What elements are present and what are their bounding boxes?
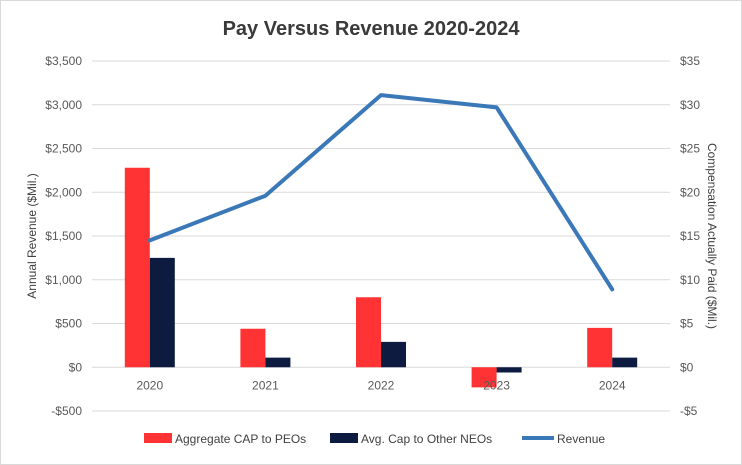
legend-revenue-label: Revenue xyxy=(557,432,605,446)
category-label-2020: 2020 xyxy=(136,378,163,392)
left-tick-label: $1,500 xyxy=(45,229,82,243)
left-axis-label: Annual Revenue ($Mil.) xyxy=(25,173,39,298)
right-tick-label: $25 xyxy=(680,142,700,156)
left-tick-label: $3,500 xyxy=(45,54,82,68)
neo-cap-bar-2022 xyxy=(381,341,406,368)
right-tick-label: $10 xyxy=(680,273,700,287)
legend-neo-cap-label: Avg. Cap to Other NEOs xyxy=(361,432,492,446)
revenue-line xyxy=(147,93,615,292)
right-tick-label: $0 xyxy=(680,360,694,374)
right-axis-label: Compensation Actually Paid ($Mil.) xyxy=(705,143,719,329)
peo-cap-bar-2020 xyxy=(124,167,150,368)
right-tick-label: $35 xyxy=(680,54,700,68)
neo-cap-bar-2023 xyxy=(496,367,522,373)
right-tick-label: $20 xyxy=(680,185,700,199)
chart-title: Pay Versus Revenue 2020-2024 xyxy=(223,18,521,40)
right-tick-label: $5 xyxy=(680,317,694,331)
peo-cap-bar-2021 xyxy=(240,328,266,368)
left-tick-label: $2,500 xyxy=(45,142,82,156)
category-label-2022: 2022 xyxy=(368,378,395,392)
left-tick-label: $0 xyxy=(69,360,83,374)
peo-cap-bar-2023 xyxy=(471,367,497,388)
neo-cap-bar-2020 xyxy=(149,257,175,368)
left-tick-label: $2,000 xyxy=(45,185,82,199)
category-label-2023: 2023 xyxy=(483,378,510,392)
right-tick-label: $15 xyxy=(680,229,700,243)
neo-cap-bar-2024 xyxy=(612,357,638,368)
right-tick-label: -$5 xyxy=(680,404,698,418)
left-tick-label: $500 xyxy=(55,317,82,331)
category-label-2021: 2021 xyxy=(252,378,279,392)
legend-neo-cap-swatch xyxy=(330,433,358,443)
neo-cap-bar-2021 xyxy=(265,357,291,368)
left-tick-label: $3,000 xyxy=(45,98,82,112)
right-tick-label: $30 xyxy=(680,98,700,112)
legend-peo-cap-swatch xyxy=(144,433,172,443)
legend-peo-cap-label: Aggregate CAP to PEOs xyxy=(175,432,306,446)
left-tick-label: $1,000 xyxy=(45,273,82,287)
category-label-2024: 2024 xyxy=(599,378,626,392)
left-tick-label: -$500 xyxy=(51,404,82,418)
peo-cap-bar-2022 xyxy=(356,297,381,368)
peo-cap-bar-2024 xyxy=(587,327,613,368)
